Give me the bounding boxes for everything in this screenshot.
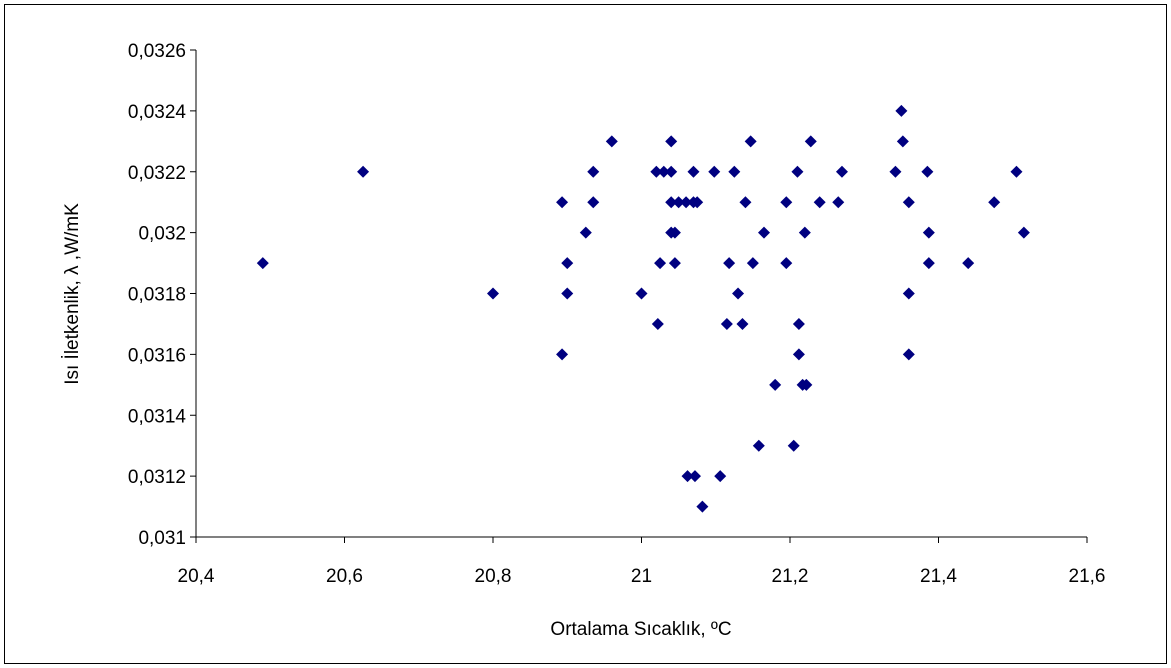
x-tick-label: 21	[631, 566, 652, 587]
y-tick-label: 0,0314	[128, 406, 187, 427]
data-point	[739, 196, 752, 209]
data-point	[665, 196, 678, 209]
data-point	[688, 470, 701, 483]
data-point	[832, 196, 845, 209]
data-point	[792, 348, 805, 361]
data-point	[657, 165, 670, 178]
data-point	[587, 165, 600, 178]
data-point	[780, 257, 793, 270]
data-points	[256, 104, 1030, 513]
data-point	[720, 317, 733, 330]
y-tick-label: 0,032	[138, 224, 186, 245]
data-point	[561, 257, 574, 270]
data-point	[835, 165, 848, 178]
y-tick-label: 0,0318	[128, 285, 186, 306]
x-tick-label: 20,8	[475, 566, 512, 587]
data-point	[921, 165, 934, 178]
data-point	[962, 257, 975, 270]
data-point	[651, 317, 664, 330]
data-point	[800, 378, 813, 391]
data-point	[587, 196, 600, 209]
y-tick-label: 0,0322	[128, 163, 186, 184]
data-point	[902, 287, 915, 300]
data-point	[1017, 226, 1030, 239]
data-point	[635, 287, 648, 300]
data-point	[791, 165, 804, 178]
data-point	[922, 226, 935, 239]
y-ticks: 0,031 0,0312 0,0314 0,0316 0,0318 0,032 0,0322…	[128, 41, 196, 549]
y-axis-title: Isı İletkenlik, λ ,W/mK	[62, 203, 83, 385]
x-tick-label: 20,6	[326, 566, 363, 587]
data-point	[902, 196, 915, 209]
data-point	[605, 135, 618, 148]
x-tick-label: 20,4	[178, 566, 215, 587]
x-tick-label: 21,6	[1069, 566, 1106, 587]
data-point	[556, 348, 569, 361]
data-point	[672, 196, 685, 209]
data-point	[708, 165, 721, 178]
data-point	[728, 165, 741, 178]
data-point	[804, 135, 817, 148]
data-point	[691, 196, 704, 209]
data-point	[792, 317, 805, 330]
data-point	[798, 226, 811, 239]
y-tick-label: 0,031	[138, 528, 186, 549]
x-tick-label: 21,4	[920, 566, 957, 587]
data-point	[556, 196, 569, 209]
x-tick-label: 21,2	[772, 566, 809, 587]
data-point	[780, 196, 793, 209]
data-point	[357, 165, 370, 178]
data-point	[895, 104, 908, 117]
y-tick-label: 0,0312	[128, 467, 186, 488]
data-point	[746, 257, 759, 270]
data-point	[256, 257, 269, 270]
data-point	[487, 287, 499, 300]
data-point	[736, 317, 749, 330]
data-point	[668, 226, 681, 239]
data-point	[665, 165, 678, 178]
data-point	[752, 439, 765, 452]
data-point	[665, 135, 678, 148]
data-point	[680, 196, 693, 209]
data-point	[988, 196, 1001, 209]
data-point	[1010, 165, 1023, 178]
data-point	[579, 226, 592, 239]
y-tick-label: 0,0326	[128, 41, 186, 62]
data-point	[922, 257, 935, 270]
data-point	[896, 135, 909, 148]
data-point	[813, 196, 826, 209]
y-tick-label: 0,0324	[128, 102, 187, 123]
data-point	[561, 287, 574, 300]
data-point	[696, 500, 709, 513]
data-point	[758, 226, 771, 239]
data-point	[681, 470, 694, 483]
data-point	[714, 470, 727, 483]
data-point	[744, 135, 757, 148]
y-tick-label: 0,0316	[128, 345, 186, 366]
data-point	[787, 439, 800, 452]
data-point	[668, 257, 681, 270]
data-point	[723, 257, 736, 270]
x-axis-title: Ortalama Sıcaklık, ºC	[550, 619, 731, 640]
data-point	[687, 165, 700, 178]
x-ticks: 20,4 20,6 20,8 21 21,2 21,4 21,6	[178, 537, 1106, 587]
chart-frame	[4, 4, 1167, 664]
data-point	[902, 348, 915, 361]
data-point	[654, 257, 667, 270]
data-point	[650, 165, 663, 178]
data-point	[889, 165, 902, 178]
data-point	[732, 287, 745, 300]
data-point	[769, 378, 782, 391]
